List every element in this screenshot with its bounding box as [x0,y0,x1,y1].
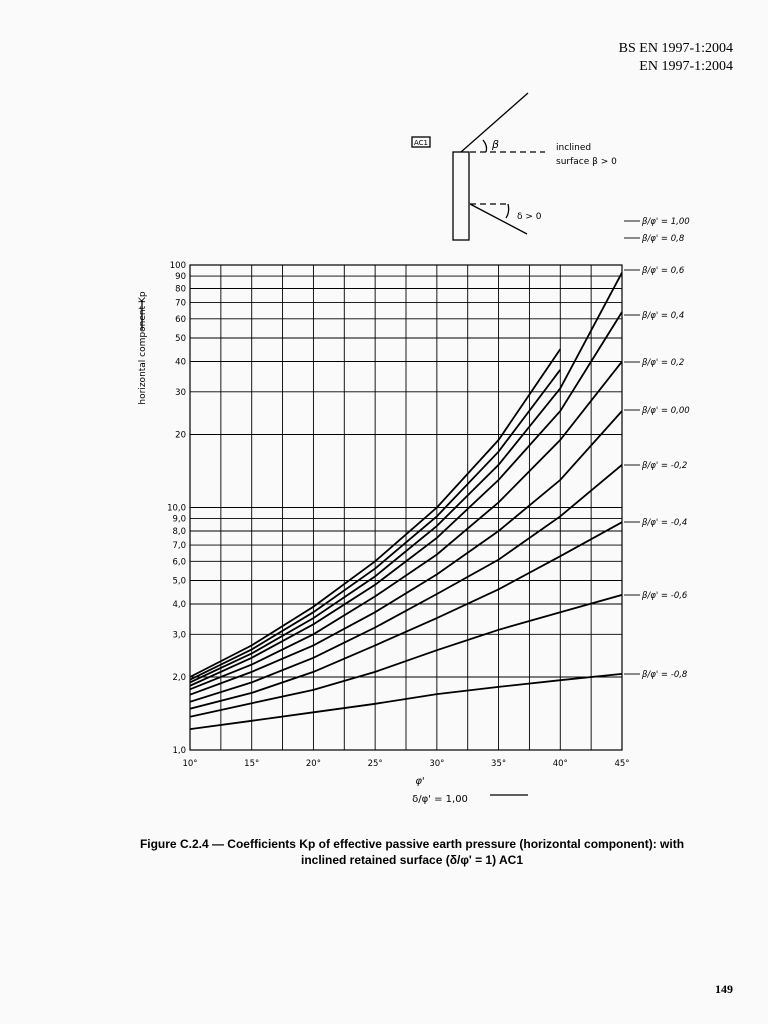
y-tick-label: 50 [175,334,186,344]
y-tick-label: 80 [175,285,186,295]
series-line [190,464,622,703]
tag-box [411,136,431,148]
x-tick-label: 15° [244,759,259,769]
legend-label: β/φ' = 0,6 [641,266,685,276]
x-axis-label: δ/φ' = 1,00 [412,794,468,805]
y-tick-label: 20 [175,431,186,441]
legend-label: β/φ' = 0,00 [641,406,690,416]
y-tick-label: 8,0 [172,527,186,537]
x-tick-label: 45° [614,759,629,769]
y-tick-label: 6,0 [172,557,186,567]
force [469,203,528,235]
legend-label: β/φ' = -0,8 [641,670,688,680]
series-line [190,521,622,710]
x-tick-label: 25° [368,759,383,769]
y-tick-label: 30 [175,388,186,398]
x-axis-label: φ' [415,776,424,787]
legend-label: β/φ' = -0,6 [641,591,688,601]
y-tick-label: 9,0 [172,515,186,525]
diagram-label: β [491,138,499,151]
angle-arc [482,139,488,153]
x-tick-label: 10° [182,759,197,769]
page-number: 149 [715,982,733,996]
series-line [190,594,622,718]
series-line [190,410,622,696]
y-tick-label: 1,0 [172,746,186,756]
diagram-label: surface β > 0 [556,157,617,167]
y-axis-label: horizontal component Kp [138,291,148,404]
diagram [411,92,545,241]
caption: Figure C.2.4 — Coefficients Kp of effect… [140,837,684,851]
series-line [190,348,562,678]
series-line [190,311,622,687]
x-tick-label: 35° [491,759,506,769]
y-tick-label: 7,0 [172,541,186,551]
y-tick-label: 60 [175,315,186,325]
legend-label: β/φ' = 0,4 [641,311,684,321]
legend-label: β/φ' = -0,4 [641,518,687,528]
series-line [190,272,622,684]
surface [460,92,529,153]
y-tick-label: 10,0 [167,504,186,514]
series-line [190,360,622,691]
plot-frame [189,264,623,751]
caption: inclined retained surface (δ/φ' = 1) AC1 [301,853,523,867]
series-line [190,369,562,681]
y-tick-label: 70 [175,299,186,309]
y-tick-label: 4,0 [172,600,186,610]
header-line: EN 1997-1:2004 [639,59,733,74]
diagram-label: δ > 0 [517,212,542,222]
legend-label: β/φ' = -0,2 [641,461,687,471]
y-tick-label: 40 [175,358,186,368]
tag: AC1 [414,139,428,147]
series-line [190,673,622,730]
y-tick-label: 5,0 [172,576,186,586]
legend-label: β/φ' = 1,00 [641,217,690,227]
x-tick-label: 20° [306,759,321,769]
y-tick-label: 2,0 [172,673,186,683]
legend-label: β/φ' = 0,2 [641,358,684,368]
angle-arc [505,203,510,219]
y-tick-label: 100 [170,261,186,271]
header-line: BS EN 1997-1:2004 [619,41,733,56]
x-tick-label: 40° [553,759,568,769]
x-tick-label: 30° [429,759,444,769]
diagram-label: inclined [556,143,591,153]
legend-label: β/φ' = 0,8 [641,234,685,244]
y-tick-label: 3,0 [172,630,186,640]
y-tick-label: 90 [175,272,186,282]
